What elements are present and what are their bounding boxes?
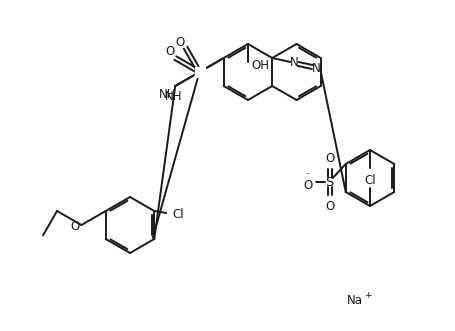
Text: O: O xyxy=(71,220,80,233)
Text: OH: OH xyxy=(250,59,268,71)
Text: +: + xyxy=(364,292,371,301)
Text: NH: NH xyxy=(164,89,182,103)
Text: N: N xyxy=(311,62,320,74)
Text: Cl: Cl xyxy=(364,173,375,186)
Text: ⁻: ⁻ xyxy=(305,171,309,180)
Text: Na: Na xyxy=(346,294,362,307)
Text: N: N xyxy=(289,57,298,70)
Text: O: O xyxy=(165,44,175,58)
Text: NH: NH xyxy=(158,87,176,101)
Text: O: O xyxy=(324,152,334,165)
Text: O: O xyxy=(175,36,184,49)
Text: O: O xyxy=(303,178,312,192)
Text: O: O xyxy=(324,200,334,213)
Text: Cl: Cl xyxy=(172,208,184,220)
Text: S: S xyxy=(325,175,333,188)
